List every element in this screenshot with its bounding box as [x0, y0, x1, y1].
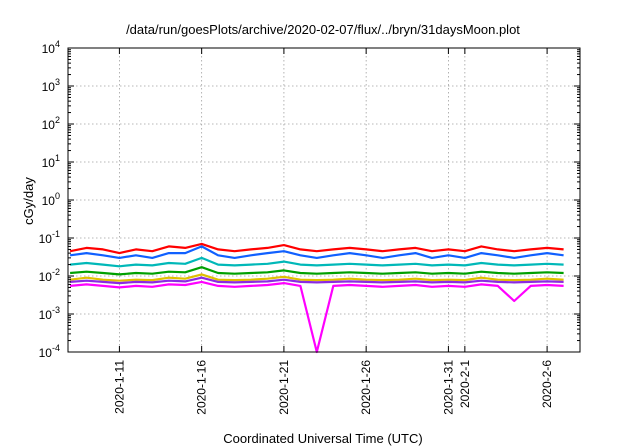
axis-ticks	[68, 47, 580, 353]
x-tick-label: 2020-1-11	[112, 360, 126, 414]
series-line	[69, 245, 564, 259]
y-tick-label: 10-3	[39, 305, 60, 322]
y-tick-label: 100	[42, 191, 60, 208]
x-tick-label: 2020-2-1	[458, 360, 472, 408]
x-tick-label: 2020-2-6	[540, 360, 554, 408]
series-line	[69, 280, 564, 354]
x-tick-label: 2020-1-31	[441, 360, 455, 415]
y-tick-label: 103	[42, 77, 60, 94]
y-tick-label: 102	[42, 115, 60, 132]
y-axis-title: cGy/day	[21, 177, 36, 225]
chart-title: /data/run/goesPlots/archive/2020-02-07/f…	[126, 22, 520, 37]
x-tick-label: 2020-1-16	[195, 360, 209, 415]
series-lines	[69, 242, 564, 354]
y-tick-label: 10-4	[39, 343, 60, 360]
series-line	[69, 273, 564, 282]
x-tick-label: 2020-1-21	[277, 360, 291, 415]
grid-lines	[68, 48, 580, 352]
x-tick-label: 2020-1-26	[359, 360, 373, 415]
series-line	[70, 276, 564, 285]
y-tick-label: 10-1	[39, 229, 60, 246]
y-tick-label: 104	[42, 39, 60, 56]
y-tick-label: 10-2	[39, 267, 60, 284]
tick-labels: 10-4 10-3 10-2 10-1 100 101 102 103 104 2020-1-11…	[39, 39, 554, 415]
x-axis-title: Coordinated Universal Time (UTC)	[223, 431, 422, 446]
series-line	[70, 266, 564, 276]
series-line	[69, 242, 564, 255]
series-line	[69, 256, 564, 268]
y-tick-label: 101	[42, 153, 60, 170]
